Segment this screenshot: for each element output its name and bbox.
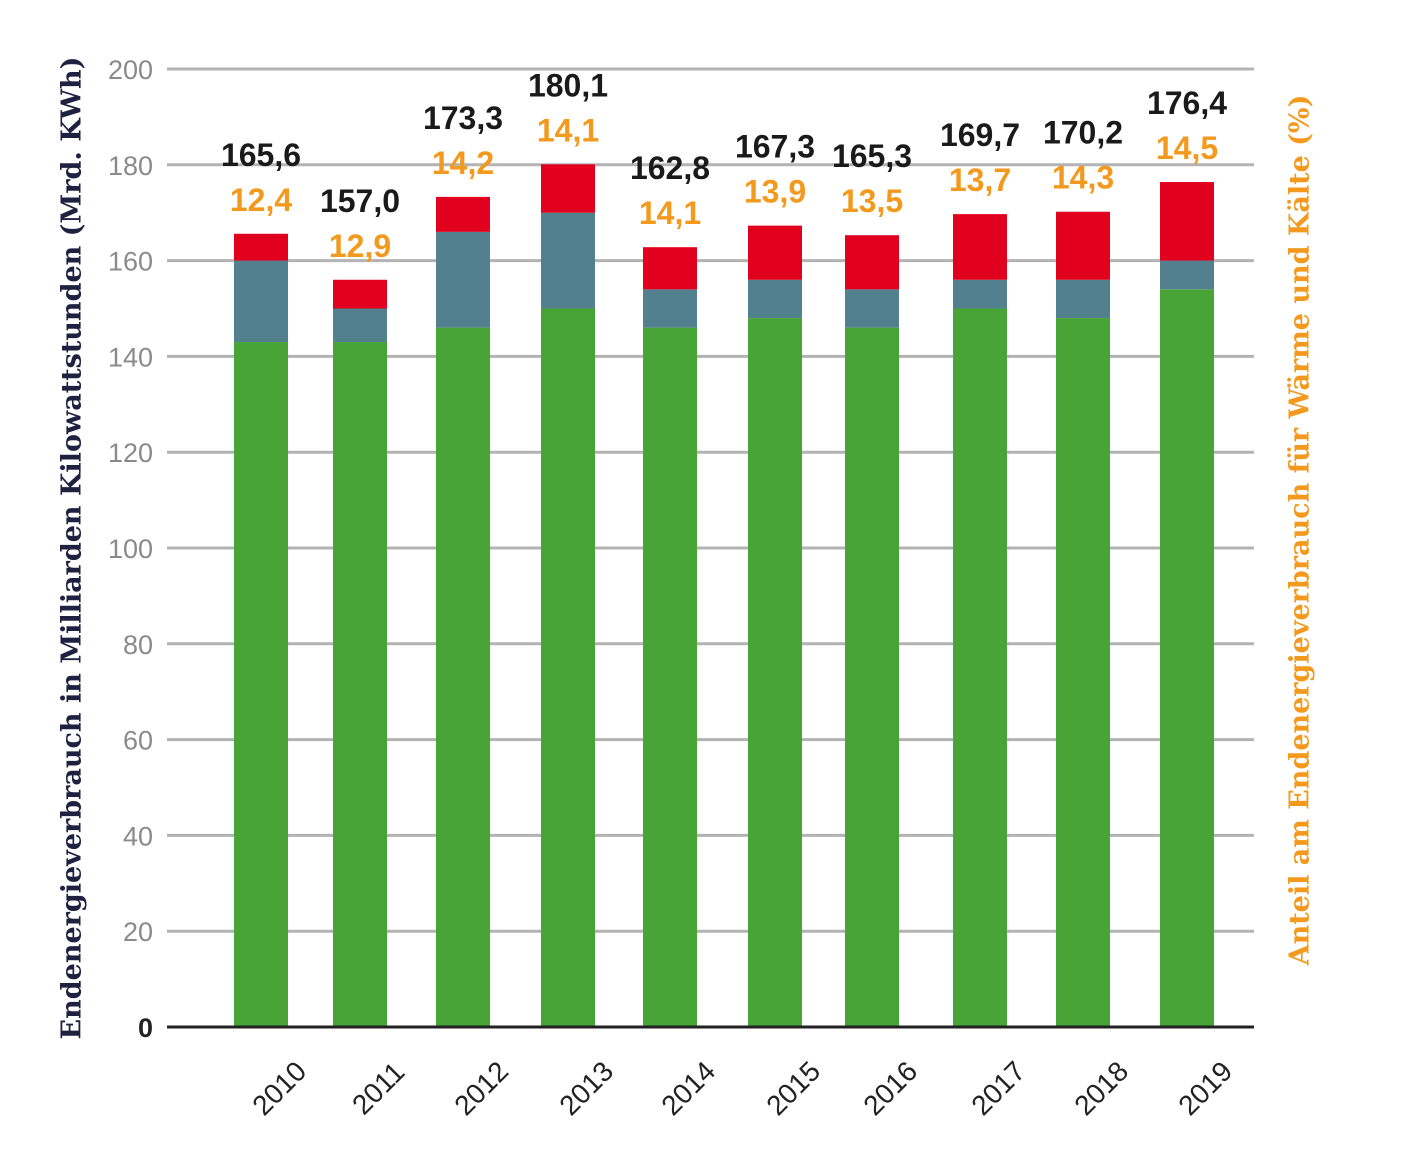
bar-segment-3	[643, 247, 697, 290]
x-tick-label: 2019	[1172, 1055, 1238, 1121]
bar-segment-2	[333, 308, 387, 343]
bar-segment-1	[953, 308, 1007, 1027]
y2-axis-label: Anteil am Endenergieverbrauch für Wärme …	[1284, 94, 1316, 966]
bar-segment-1	[748, 318, 802, 1028]
bar-segment-1	[1056, 318, 1110, 1028]
x-tick-label: 2016	[857, 1055, 923, 1121]
y-tick-label: 160	[108, 247, 153, 277]
x-tick-label: 2011	[346, 1056, 411, 1121]
value-labels: 165,6 12,4 157,0 12,9 173,3 14,2 180,1 14,1 162,…	[221, 67, 1227, 263]
x-tick-label: 2015	[760, 1055, 826, 1121]
y-tick-label: 80	[123, 630, 153, 660]
bar-segment-1	[436, 327, 490, 1027]
total-label: 180,1	[528, 67, 608, 103]
total-label: 157,0	[320, 183, 400, 219]
y-tick-label: 40	[123, 821, 153, 851]
bar-segment-1	[234, 342, 288, 1027]
bar-segment-1	[845, 327, 899, 1027]
total-label: 167,3	[735, 129, 815, 165]
bar-segment-2	[1056, 279, 1110, 319]
total-label: 169,7	[940, 117, 1020, 153]
share-label: 14,1	[537, 112, 599, 148]
y-tick-label: 140	[108, 342, 153, 372]
bar-segment-2	[953, 279, 1007, 309]
y-tick-label: 0	[138, 1013, 153, 1043]
share-label: 14,5	[1156, 130, 1218, 166]
x-tick-label: 2010	[246, 1055, 312, 1121]
total-label: 165,3	[832, 138, 912, 174]
bar-segment-2	[748, 279, 802, 319]
x-tick-label: 2014	[655, 1055, 721, 1121]
bar-segment-2	[643, 289, 697, 328]
bar-segment-3	[436, 196, 490, 232]
bar-segment-2	[1160, 260, 1214, 290]
y-tick-labels: 0 20 40 60 80 100 120 140 160 180 200	[108, 55, 153, 1043]
x-tick-label: 2017	[965, 1055, 1031, 1121]
bar-segment-1	[333, 342, 387, 1027]
bar-segment-3	[1056, 211, 1110, 280]
bar-segment-1	[541, 308, 595, 1027]
total-label: 170,2	[1043, 115, 1123, 151]
share-label: 14,3	[1052, 160, 1114, 196]
share-label: 14,1	[639, 195, 701, 231]
x-tick-label: 2018	[1068, 1055, 1134, 1121]
bar-segment-1	[643, 327, 697, 1027]
y-tick-label: 60	[123, 726, 153, 756]
share-label: 12,9	[329, 228, 391, 264]
y-tick-label: 20	[123, 917, 153, 947]
share-label: 14,2	[432, 145, 494, 181]
x-tick-labels: 2010 2011 2012 2013 2014 2015 2016 2017 2018 2019	[246, 1055, 1238, 1121]
total-label: 162,8	[630, 150, 710, 186]
share-label: 13,7	[949, 162, 1011, 198]
y-tick-label: 180	[108, 151, 153, 181]
share-label: 12,4	[230, 182, 292, 218]
x-tick-label: 2013	[553, 1055, 619, 1121]
y-tick-label: 120	[108, 438, 153, 468]
bars	[234, 164, 1214, 1028]
bar-segment-3	[1160, 182, 1214, 261]
bar-segment-2	[436, 231, 490, 328]
share-label: 13,9	[744, 174, 806, 210]
bar-segment-2	[234, 260, 288, 343]
share-label: 13,5	[841, 183, 903, 219]
y-axis-label: Endenergieverbrauch in Milliarden Kilowa…	[56, 56, 88, 1040]
total-label: 176,4	[1147, 85, 1227, 121]
bar-segment-3	[333, 279, 387, 309]
bar-segment-1	[1160, 289, 1214, 1028]
x-tick-label: 2012	[448, 1055, 514, 1121]
bar-segment-3	[953, 214, 1007, 280]
total-label: 173,3	[423, 100, 503, 136]
bar-segment-2	[541, 212, 595, 309]
bar-segment-2	[845, 289, 899, 328]
bar-segment-3	[748, 225, 802, 280]
y-tick-label: 200	[108, 55, 153, 85]
total-label: 165,6	[221, 137, 301, 173]
bar-segment-3	[234, 233, 288, 261]
bar-segment-3	[845, 235, 899, 290]
bar-segment-3	[541, 164, 595, 213]
y-tick-label: 100	[108, 534, 153, 564]
